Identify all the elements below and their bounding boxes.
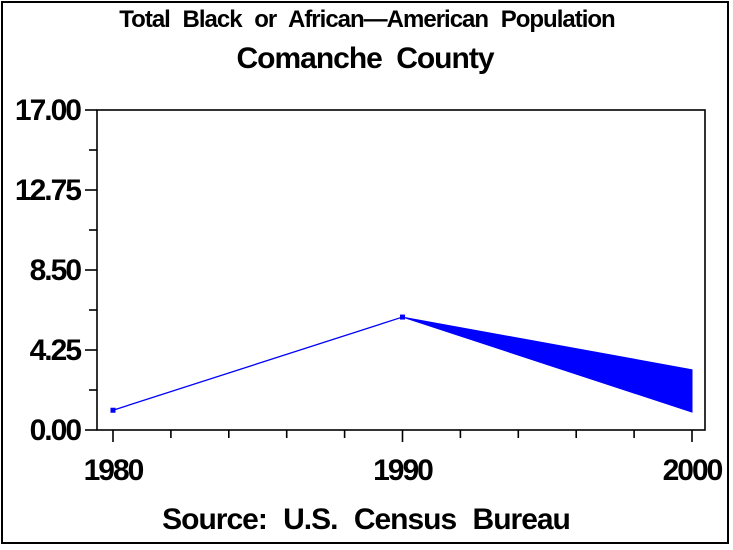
x-axis-tick-label: 1990 <box>373 454 433 487</box>
y-axis-tick-label: 8.50 <box>30 254 82 287</box>
y-axis-tick-label: 4.25 <box>30 334 82 367</box>
plot-area: 0.00 4.25 8.50 12.75 17.00 1980 1990 2000 <box>15 94 725 487</box>
population-line <box>112 316 403 411</box>
x-axis-tick-label: 1980 <box>84 454 144 487</box>
x-axis-tick-label: 2000 <box>663 454 723 487</box>
y-axis-tick-label: 17.00 <box>15 94 81 127</box>
value-range-wedge <box>402 316 693 413</box>
data-point-marker <box>110 407 116 413</box>
y-axis-tick-label: 12.75 <box>15 174 81 207</box>
y-axis-tick-label: 0.00 <box>30 414 82 447</box>
source-footnote: Source: U.S. Census Bureau <box>162 503 570 536</box>
data-point-marker <box>400 314 405 320</box>
chart-title: Total Black or African—American Populati… <box>119 6 615 33</box>
chart-subtitle: Comanche County <box>236 42 494 75</box>
